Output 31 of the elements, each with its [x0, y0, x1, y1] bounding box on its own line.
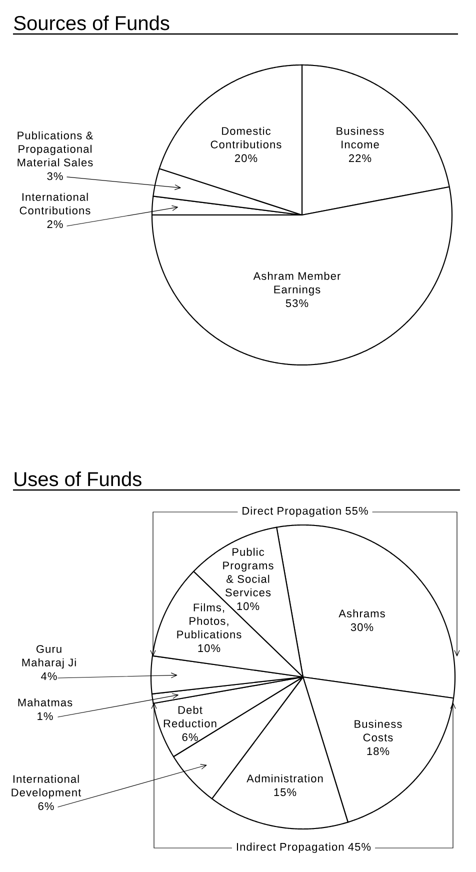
slice-label: Guru Maharaj Ji [22, 645, 76, 669]
data-label: 4% [41, 672, 57, 680]
data-label: 30% [350, 623, 374, 632]
data-label: 10% [198, 644, 220, 652]
slice-label: Debt Reduction [164, 706, 216, 728]
slice-label: International Contributions [20, 192, 90, 214]
slice-label: International Development [12, 774, 82, 799]
data-label: 6% [38, 802, 54, 810]
data-label: 10% [237, 602, 260, 610]
chart-title: Sources of Funds [14, 15, 170, 30]
data-label: 2% [47, 220, 63, 228]
data-label: 20% [234, 154, 258, 162]
data-label: 15% [274, 788, 296, 796]
data-label: 3% [47, 172, 63, 180]
slice-label: Ashram Member Earnings [253, 272, 341, 296]
slice-label: Mahatmas [18, 698, 72, 706]
data-label: 6% [182, 733, 198, 742]
data-label: 1% [38, 712, 53, 720]
data-label: 22% [348, 154, 372, 162]
slice-label: Public Programs & Social Services [223, 548, 274, 596]
chart-title: Uses of Funds [14, 471, 142, 486]
slice-label: Ashrams [338, 609, 385, 618]
text: Direct Propagation 55% [242, 506, 368, 517]
text: Indirect Propagation 45% [236, 842, 371, 853]
slice-label: Domestic Contributions [210, 126, 282, 148]
data-label: 53% [286, 299, 308, 308]
slice-label: Business Costs [354, 720, 402, 742]
slice-label: Business Income [336, 126, 384, 148]
data-label: 18% [367, 747, 390, 756]
slice-label: Publications & Propagational Material Sales [18, 131, 93, 166]
slice-label: Administration [246, 774, 323, 782]
